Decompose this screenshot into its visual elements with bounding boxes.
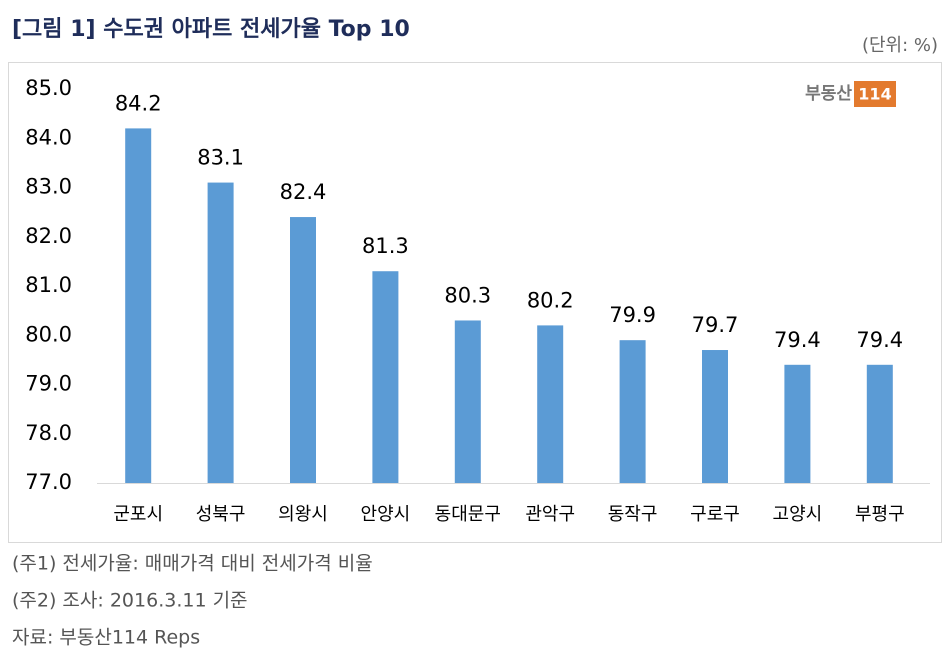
unit-label: (단위: %): [862, 35, 938, 56]
x-tick-label: 구로구: [690, 504, 740, 525]
data-label: 83.1: [197, 146, 244, 170]
bar: [866, 364, 893, 483]
bar: [125, 128, 152, 483]
y-tick-label: 80.0: [25, 322, 72, 346]
bar: [702, 350, 728, 483]
x-tick-label: 군포시: [113, 504, 163, 525]
data-label: 80.3: [444, 283, 491, 307]
note: 자료: 부동산114 Reps: [12, 627, 200, 649]
y-tick-label: 85.0: [25, 76, 72, 100]
bar: [454, 320, 481, 483]
data-label: 81.3: [362, 234, 409, 258]
y-tick-label: 81.0: [25, 273, 72, 297]
bar: [290, 217, 316, 484]
x-tick-label: 안양시: [361, 504, 411, 525]
x-tick-label: 의왕시: [278, 504, 328, 525]
bar: [784, 364, 811, 483]
y-tick-label: 82.0: [25, 224, 72, 248]
logo-text: 부동산: [805, 84, 852, 104]
logo-badge-text: 114: [858, 85, 891, 104]
data-label: 79.7: [692, 313, 739, 337]
x-tick-label: 성북구: [196, 504, 246, 525]
y-tick-label: 84.0: [25, 125, 72, 149]
y-tick-label: 78.0: [25, 421, 72, 445]
data-label: 80.2: [527, 288, 574, 312]
y-tick-label: 83.0: [25, 175, 72, 199]
bar: [207, 182, 234, 483]
bar: [537, 325, 564, 483]
data-label: 82.4: [280, 180, 327, 204]
chart-frame: [8, 62, 942, 543]
x-tick-label: 동대문구: [435, 504, 501, 525]
y-tick-label: 77.0: [25, 470, 72, 494]
data-label: 84.2: [115, 91, 162, 115]
note: (주2) 조사: 2016.3.11 기준: [12, 590, 248, 612]
x-tick-label: 동작구: [608, 504, 658, 525]
data-label: 79.4: [856, 328, 903, 352]
bar: [619, 340, 646, 483]
data-label: 79.9: [609, 303, 656, 327]
x-tick-label: 부평구: [855, 504, 905, 525]
y-tick-label: 79.0: [25, 372, 72, 396]
data-label: 79.4: [774, 328, 821, 352]
bar: [372, 271, 399, 483]
x-tick-label: 관악구: [525, 504, 575, 525]
x-tick-label: 고양시: [773, 504, 823, 525]
note: (주1) 전세가율: 매매가격 대비 전세가격 비율: [12, 553, 373, 575]
chart-title: [그림 1] 수도권 아파트 전세가율 Top 10: [12, 17, 410, 42]
logo-badge: [854, 81, 896, 107]
